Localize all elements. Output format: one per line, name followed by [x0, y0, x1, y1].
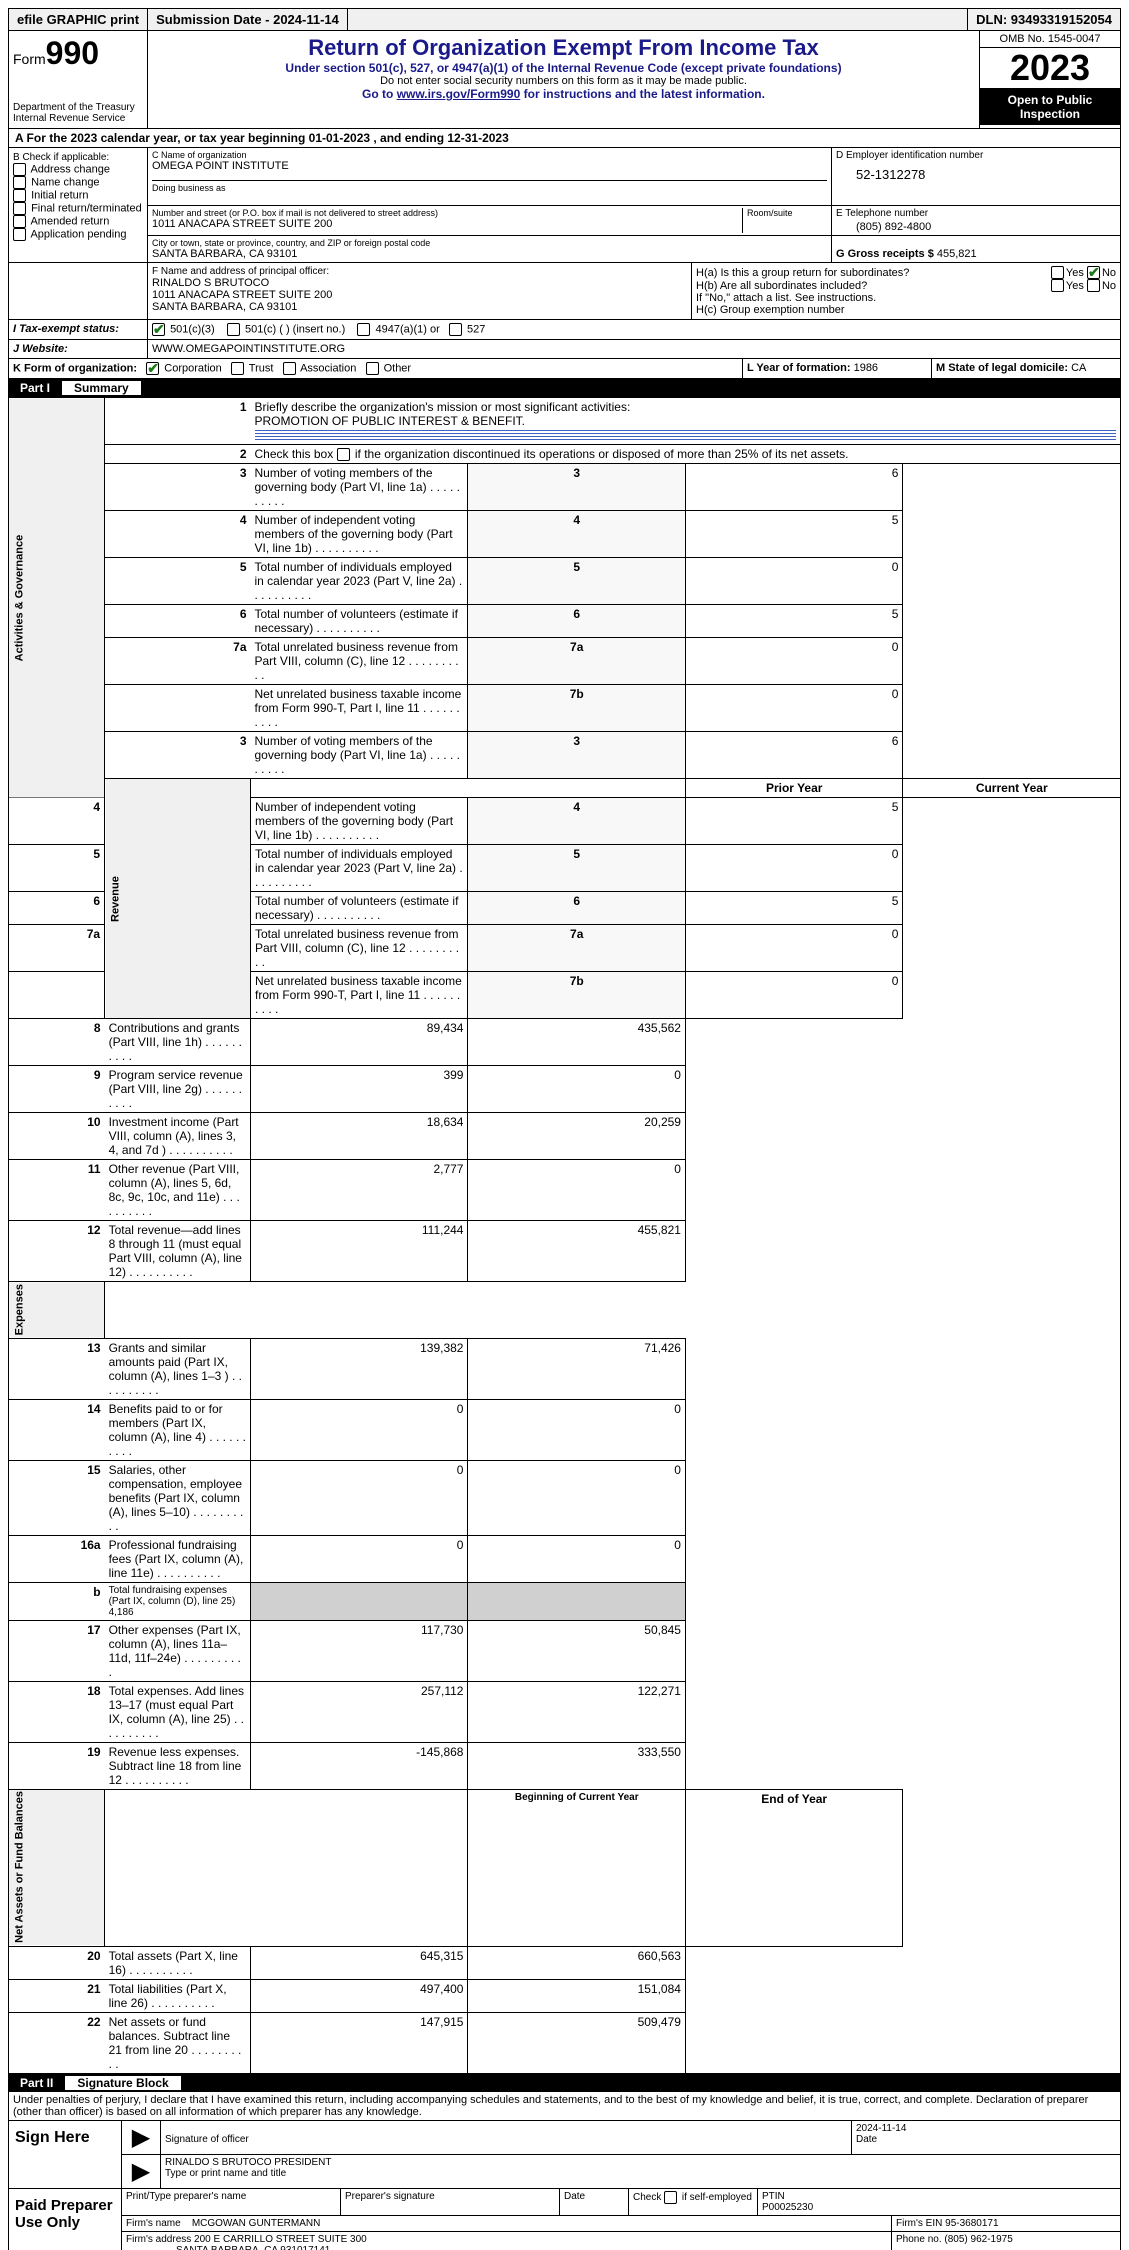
firm-name: MCGOWAN GUNTERMANN: [192, 2218, 321, 2229]
gov-row: Net unrelated business taxable income fr…: [9, 685, 1121, 732]
expense-row: 16aProfessional fundraising fees (Part I…: [9, 1535, 1121, 1582]
expense-row: 14Benefits paid to or for members (Part …: [9, 1399, 1121, 1460]
ha-yes[interactable]: [1051, 266, 1064, 279]
open-to-public: Open to Public Inspection: [980, 89, 1120, 125]
tab-exp: Expenses: [9, 1282, 105, 1338]
hb-yes[interactable]: [1051, 279, 1064, 292]
info-block: B Check if applicable: Address change Na…: [8, 148, 1121, 262]
tab-na: Net Assets or Fund Balances: [9, 1789, 105, 1946]
dept-label: Department of the Treasury Internal Reve…: [13, 102, 143, 124]
gov-row: 3Number of voting members of the governi…: [9, 464, 1121, 511]
revenue-row: 12Total revenue—add lines 8 through 11 (…: [9, 1221, 1121, 1282]
cb-other[interactable]: [366, 362, 379, 375]
cb-self-employed[interactable]: [664, 2191, 677, 2204]
form-number: Form990: [13, 35, 143, 72]
klm-row: K Form of organization: Corporation Trus…: [8, 359, 1121, 379]
cb-initial-return[interactable]: [13, 189, 26, 202]
cb-amended[interactable]: [13, 215, 26, 228]
website-row: J Website: WWW.OMEGAPOINTINSTITUTE.ORG: [8, 340, 1121, 359]
officer-name: RINALDO S BRUTOCO: [152, 277, 687, 289]
irs-link[interactable]: www.irs.gov/Form990: [397, 87, 521, 101]
omb-number: OMB No. 1545-0047: [980, 31, 1120, 48]
ptin: P00025230: [762, 2202, 813, 2213]
city-state-zip: SANTA BARBARA, CA 93101: [152, 248, 827, 260]
expense-row: 15Salaries, other compensation, employee…: [9, 1460, 1121, 1535]
org-name: OMEGA POINT INSTITUTE: [152, 160, 827, 172]
officer-sig-name: RINALDO S BRUTOCO PRESIDENT: [165, 2157, 332, 2168]
expense-row: 17Other expenses (Part IX, column (A), l…: [9, 1620, 1121, 1681]
cb-corp[interactable]: [146, 362, 159, 375]
cb-527[interactable]: [449, 323, 462, 336]
gov-row: 7aTotal unrelated business revenue from …: [9, 638, 1121, 685]
cb-assoc[interactable]: [283, 362, 296, 375]
cb-4947[interactable]: [357, 323, 370, 336]
revenue-row: 9Program service revenue (Part VIII, lin…: [9, 1066, 1121, 1113]
tab-rev: Revenue: [105, 779, 251, 1019]
tax-year: 2023: [980, 48, 1120, 89]
ein: 52-1312278: [836, 161, 1116, 182]
cb-app-pending[interactable]: [13, 228, 26, 241]
f-h-block: F Name and address of principal officer:…: [8, 262, 1121, 320]
ssn-notice: Do not enter social security numbers on …: [156, 75, 971, 87]
hb-no[interactable]: [1087, 279, 1100, 292]
revenue-row: 8Contributions and grants (Part VIII, li…: [9, 1019, 1121, 1066]
row-a-tax-year: A For the 2023 calendar year, or tax yea…: [8, 129, 1121, 148]
netassets-row: 20Total assets (Part X, line 16)645,3156…: [9, 1946, 1121, 1979]
efile-label: efile GRAPHIC print: [9, 9, 148, 30]
gov-row: 5Total number of individuals employed in…: [9, 558, 1121, 605]
dln: DLN: 93493319152054: [967, 9, 1120, 30]
top-bar: efile GRAPHIC print Submission Date - 20…: [8, 8, 1121, 31]
ha-no[interactable]: [1087, 266, 1100, 279]
cb-501c[interactable]: [227, 323, 240, 336]
expense-row: 18Total expenses. Add lines 13–17 (must …: [9, 1681, 1121, 1742]
mission: PROMOTION OF PUBLIC INTEREST & BENEFIT.: [255, 414, 525, 428]
form-title: Return of Organization Exempt From Incom…: [156, 35, 971, 61]
gross-receipts: 455,821: [937, 248, 977, 260]
expense-row: 13Grants and similar amounts paid (Part …: [9, 1338, 1121, 1399]
cb-final-return[interactable]: [13, 202, 26, 215]
gov-row: 4Number of independent voting members of…: [9, 511, 1121, 558]
tab-ag: Activities & Governance: [9, 398, 105, 798]
sign-here-block: Sign Here ▶ Signature of officer 2024-11…: [8, 2121, 1121, 2250]
netassets-row: 21Total liabilities (Part X, line 26)497…: [9, 1979, 1121, 2012]
cb-trust[interactable]: [231, 362, 244, 375]
summary-table: Activities & Governance 1 Briefly descri…: [8, 397, 1121, 2074]
revenue-row: 11Other revenue (Part VIII, column (A), …: [9, 1160, 1121, 1221]
form-subtitle: Under section 501(c), 527, or 4947(a)(1)…: [156, 61, 971, 75]
cb-501c3[interactable]: [152, 323, 165, 336]
cb-discontinued[interactable]: [337, 448, 350, 461]
box-b: B Check if applicable: Address change Na…: [9, 148, 148, 262]
website-url: WWW.OMEGAPOINTINSTITUTE.ORG: [148, 340, 1120, 358]
revenue-row: 10Investment income (Part VIII, column (…: [9, 1113, 1121, 1160]
gov-row: 6Total number of volunteers (estimate if…: [9, 605, 1121, 638]
cb-address-change[interactable]: [13, 163, 26, 176]
perjury-statement: Under penalties of perjury, I declare th…: [8, 2092, 1121, 2121]
tax-exempt-row: I Tax-exempt status: 501(c)(3) 501(c) ( …: [8, 320, 1121, 340]
cb-name-change[interactable]: [13, 176, 26, 189]
phone: (805) 892-4800: [836, 219, 1116, 233]
instructions-link-row: Go to www.irs.gov/Form990 for instructio…: [156, 87, 971, 101]
street-address: 1011 ANACAPA STREET SUITE 200: [152, 218, 742, 230]
submission-date: Submission Date - 2024-11-14: [148, 9, 348, 30]
form-header: Form990 Department of the Treasury Inter…: [8, 31, 1121, 129]
expense-row: bTotal fundraising expenses (Part IX, co…: [9, 1582, 1121, 1620]
netassets-row: 22Net assets or fund balances. Subtract …: [9, 2012, 1121, 2073]
part1-header: Part I Summary: [8, 379, 1121, 397]
part2-header: Part II Signature Block: [8, 2074, 1121, 2092]
